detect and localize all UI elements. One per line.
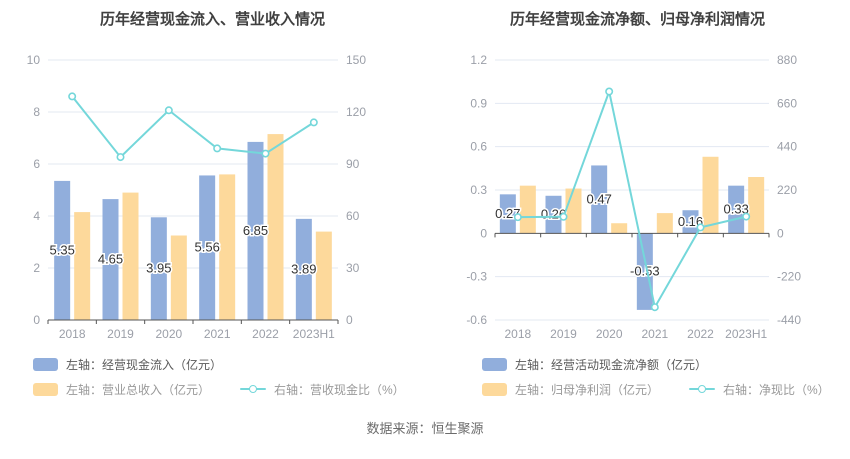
legend-label: 右轴：净现比（%） xyxy=(723,382,830,397)
legend-item-net-profit[interactable]: 左轴：归母净利润（亿元） xyxy=(482,381,659,398)
svg-text:8: 8 xyxy=(33,105,40,119)
svg-text:60: 60 xyxy=(346,209,360,223)
svg-text:2018: 2018 xyxy=(504,327,531,341)
chart-legend: 左轴：经营活动现金流净额（亿元） 左轴：归母净利润（亿元） 右轴：净现比（%） xyxy=(482,355,830,398)
svg-text:2022: 2022 xyxy=(252,327,279,341)
line-marker-icon xyxy=(240,384,267,394)
legend-item-cash-inflow[interactable]: 左轴：经营现金流入（亿元） xyxy=(33,356,222,373)
svg-text:2018: 2018 xyxy=(59,327,86,341)
line-marker-icon xyxy=(689,384,716,394)
svg-text:-0.6: -0.6 xyxy=(466,313,487,327)
svg-text:1.2: 1.2 xyxy=(470,53,487,67)
legend-item-cash-revenue-ratio[interactable]: 右轴：营收现金比（%） xyxy=(240,381,405,398)
charts-row: 历年经营现金流入、营业收入情况 10 150 8 120 6 90 4 60 2 30 0 0 2018… xyxy=(0,0,850,398)
yellow-bar-swatch-icon xyxy=(482,382,507,396)
svg-text:0.33: 0.33 xyxy=(724,202,749,217)
chart-legend: 左轴：经营现金流入（亿元） 左轴：营业总收入（亿元） 右轴：营收现金比（%） xyxy=(33,355,405,398)
svg-text:-0.3: -0.3 xyxy=(466,270,487,284)
svg-text:2023H1: 2023H1 xyxy=(725,327,767,341)
svg-text:120: 120 xyxy=(346,105,366,119)
svg-text:6.85: 6.85 xyxy=(243,223,268,238)
legend-item-total-revenue[interactable]: 左轴：营业总收入（亿元） xyxy=(33,381,210,398)
svg-text:6: 6 xyxy=(33,157,40,171)
netcash-netprofit-plot[interactable]: 1.2 880 0.9 660 0.6 440 0.3 220 0 0 -0.3 -220 -0.6 -4… xyxy=(425,45,850,345)
svg-text:0: 0 xyxy=(480,226,487,240)
legend-label: 左轴：经营现金流入（亿元） xyxy=(66,357,223,372)
legend-row: 左轴：经营活动现金流净额（亿元） xyxy=(482,355,830,373)
svg-text:440: 440 xyxy=(777,140,797,154)
legend-label: 左轴：经营活动现金流净额（亿元） xyxy=(515,357,708,372)
svg-text:0: 0 xyxy=(33,313,40,327)
legend-label: 左轴：营业总收入（亿元） xyxy=(66,382,211,397)
svg-text:2019: 2019 xyxy=(107,327,134,341)
svg-text:2023H1: 2023H1 xyxy=(293,327,335,341)
legend-item-net-cash-ratio[interactable]: 右轴：净现比（%） xyxy=(689,381,830,398)
svg-text:-0.53: -0.53 xyxy=(630,264,660,279)
svg-text:0.9: 0.9 xyxy=(470,96,487,110)
svg-text:0: 0 xyxy=(777,226,784,240)
svg-text:2020: 2020 xyxy=(596,327,623,341)
legend-row: 左轴：营业总收入（亿元） 右轴：营收现金比（%） xyxy=(33,380,405,398)
chart-title: 历年经营现金流入、营业收入情况 xyxy=(99,11,325,28)
svg-text:-440: -440 xyxy=(777,313,801,327)
svg-text:10: 10 xyxy=(27,53,41,67)
svg-text:90: 90 xyxy=(346,157,360,171)
legend-label: 左轴：归母净利润（亿元） xyxy=(515,382,660,397)
cashflow-revenue-chart: 历年经营现金流入、营业收入情况 10 150 8 120 6 90 4 60 2 30 0 0 2018… xyxy=(0,0,425,398)
svg-text:5.56: 5.56 xyxy=(195,240,220,255)
svg-text:0.3: 0.3 xyxy=(470,183,487,197)
chart-title: 历年经营现金流净额、归母净利润情况 xyxy=(509,11,765,28)
legend-label: 右轴：营收现金比（%） xyxy=(274,382,405,397)
blue-bar-swatch-icon xyxy=(33,357,58,371)
svg-text:30: 30 xyxy=(346,261,360,275)
svg-text:660: 660 xyxy=(777,96,797,110)
svg-text:150: 150 xyxy=(346,53,366,67)
yellow-bar-swatch-icon xyxy=(33,382,58,396)
cashflow-revenue-plot[interactable]: 10 150 8 120 6 90 4 60 2 30 0 0 2018 2019 2020 2021 2022… xyxy=(0,45,425,345)
svg-text:0.6: 0.6 xyxy=(470,140,487,154)
svg-text:880: 880 xyxy=(777,53,797,67)
svg-text:220: 220 xyxy=(777,183,797,197)
svg-text:2021: 2021 xyxy=(641,327,668,341)
data-source-note: 数据来源：恒生聚源 xyxy=(366,421,484,436)
svg-text:5.35: 5.35 xyxy=(50,242,75,257)
svg-text:2: 2 xyxy=(33,261,40,275)
svg-text:-220: -220 xyxy=(777,270,801,284)
svg-text:3.95: 3.95 xyxy=(146,261,171,276)
svg-text:0.47: 0.47 xyxy=(587,191,612,206)
svg-text:2019: 2019 xyxy=(550,327,577,341)
legend-item-net-operating-cashflow[interactable]: 左轴：经营活动现金流净额（亿元） xyxy=(482,356,707,373)
svg-text:3.89: 3.89 xyxy=(291,261,316,276)
svg-text:4: 4 xyxy=(33,209,40,223)
legend-row: 左轴：归母净利润（亿元） 右轴：净现比（%） xyxy=(482,380,830,398)
svg-text:0: 0 xyxy=(346,313,353,327)
svg-text:2022: 2022 xyxy=(687,327,714,341)
netcash-netprofit-chart: 历年经营现金流净额、归母净利润情况 1.2 880 0.9 660 0.6 440 0.3 2… xyxy=(425,0,850,398)
svg-text:2021: 2021 xyxy=(204,327,231,341)
svg-text:2020: 2020 xyxy=(155,327,182,341)
legend-row: 左轴：经营现金流入（亿元） xyxy=(33,355,405,373)
blue-bar-swatch-icon xyxy=(482,357,507,371)
svg-text:4.65: 4.65 xyxy=(98,252,123,267)
